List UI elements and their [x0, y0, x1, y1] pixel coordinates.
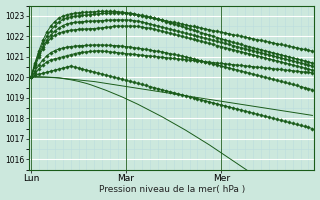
X-axis label: Pression niveau de la mer( hPa ): Pression niveau de la mer( hPa ): [99, 185, 245, 194]
